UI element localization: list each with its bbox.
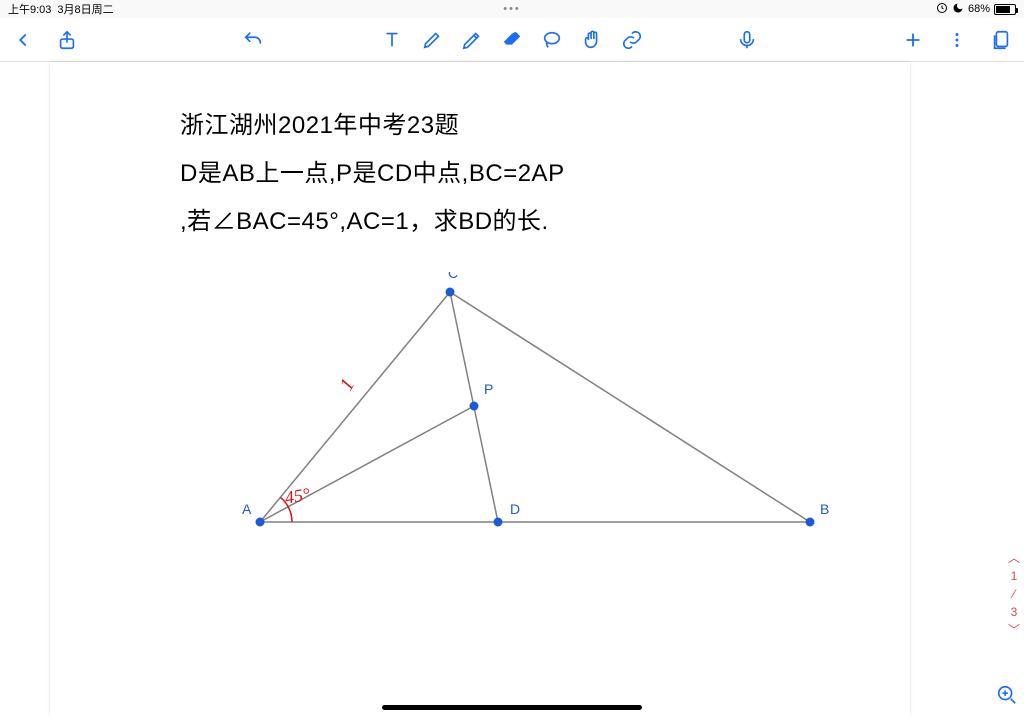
problem-text: 浙江湖州2021年中考23题 D是AB上一点,P是CD中点,BC=2AP ,若∠… (180, 102, 565, 246)
pages-button[interactable] (990, 29, 1012, 51)
problem-line1: D是AB上一点,P是CD中点,BC=2AP (180, 150, 565, 198)
status-date: 3月8日周二 (57, 1, 113, 17)
geometry-diagram: A B C D P 1 45° (200, 272, 840, 552)
eraser-button[interactable] (501, 29, 523, 51)
note-page[interactable]: 浙江湖州2021年中考23题 D是AB上一点,P是CD中点,BC=2AP ,若∠… (50, 62, 910, 716)
toolbar (0, 18, 1024, 62)
more-button[interactable] (946, 29, 968, 51)
svg-text:B: B (820, 501, 829, 517)
lasso-button[interactable] (541, 29, 563, 51)
page-sep: ⁄ (1013, 588, 1015, 600)
page-current: 1 (1011, 570, 1018, 582)
mic-button[interactable] (736, 29, 758, 51)
hand-button[interactable] (581, 29, 603, 51)
link-button[interactable] (621, 29, 643, 51)
back-button[interactable] (12, 29, 34, 51)
text-tool-button[interactable] (381, 29, 403, 51)
svg-text:45°: 45° (283, 484, 311, 508)
content-area: 浙江湖州2021年中考23题 D是AB上一点,P是CD中点,BC=2AP ,若∠… (0, 62, 1024, 716)
share-button[interactable] (56, 29, 78, 51)
add-button[interactable] (902, 29, 924, 51)
page-up-button[interactable]: ︿ (1008, 552, 1020, 564)
orientation-lock-icon (936, 2, 948, 17)
problem-line2: ,若∠BAC=45°,AC=1，求BD的长. (180, 198, 565, 246)
battery-pct: 68% (968, 3, 990, 15)
status-bar: 上午9:03 3月8日周二 ••• 68% (0, 0, 1024, 18)
page-down-button[interactable]: ﹀ (1008, 624, 1020, 636)
undo-button[interactable] (242, 29, 264, 51)
battery-icon (994, 4, 1016, 15)
zoom-in-button[interactable] (996, 684, 1018, 706)
svg-text:1: 1 (335, 375, 359, 395)
home-indicator[interactable] (382, 705, 642, 710)
svg-text:C: C (448, 272, 458, 281)
pen2-button[interactable] (461, 29, 483, 51)
svg-text:D: D (510, 501, 520, 517)
page-nav: ︿ 1 ⁄ 3 ﹀ (1008, 552, 1020, 636)
svg-text:P: P (484, 381, 493, 397)
status-time: 上午9:03 (8, 1, 51, 17)
status-dots: ••• (503, 3, 521, 15)
page-total: 3 (1011, 606, 1018, 618)
pen1-button[interactable] (421, 29, 443, 51)
moon-icon (952, 2, 964, 17)
problem-title: 浙江湖州2021年中考23题 (180, 102, 565, 150)
svg-text:A: A (242, 501, 252, 517)
